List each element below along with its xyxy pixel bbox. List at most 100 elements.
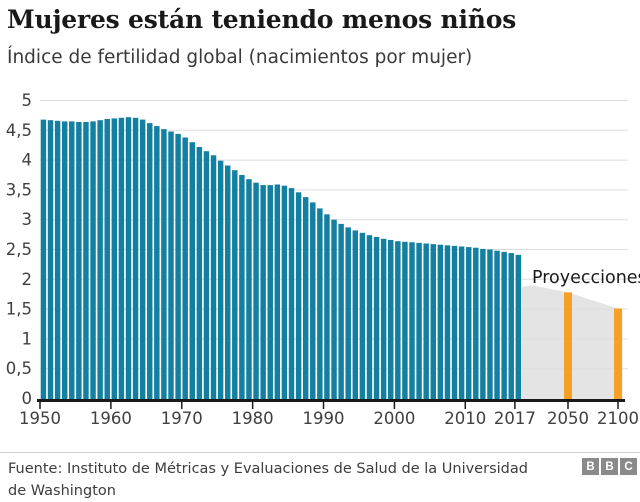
footer-divider — [0, 452, 640, 453]
x-tick-label: 1980 — [232, 409, 274, 428]
y-tick-label: 0,5 — [6, 359, 32, 378]
fertility-bar — [310, 202, 316, 400]
x-tick-label: 1960 — [90, 409, 132, 428]
projection-bar — [564, 292, 572, 400]
y-tick-label: 2 — [22, 270, 33, 289]
fertility-bar — [288, 188, 295, 400]
fertility-bar — [118, 117, 125, 401]
fertility-bar — [253, 182, 259, 400]
fertility-bar — [104, 119, 110, 400]
fertility-bar — [161, 129, 167, 400]
x-tick-label: 1950 — [19, 409, 61, 428]
fertility-bar — [182, 137, 188, 400]
fertility-bar — [203, 151, 210, 400]
fertility-bar — [281, 185, 288, 400]
fertility-bar — [473, 247, 479, 400]
fertility-bar — [501, 251, 507, 400]
fertility-bar — [54, 120, 61, 401]
fertility-bar — [224, 165, 231, 400]
fertility-bar — [409, 242, 415, 400]
fertility-bar — [324, 214, 330, 400]
source-line-2: de Washington — [8, 483, 116, 499]
fertility-bar — [430, 244, 436, 400]
fertility-bar — [423, 243, 429, 400]
projection-bar — [614, 308, 622, 400]
fertility-bar — [47, 120, 54, 400]
fertility-bar — [494, 250, 500, 400]
x-tick-label: 2017 — [494, 409, 536, 428]
fertility-bar — [139, 119, 146, 400]
y-tick-label: 1,5 — [6, 300, 32, 319]
x-tick-label: 2100 — [597, 409, 639, 428]
y-tick-label: 0 — [22, 389, 33, 408]
fertility-bar — [260, 185, 266, 400]
fertility-bar — [154, 126, 160, 400]
fertility-bar — [267, 185, 273, 400]
fertility-bar — [196, 147, 203, 400]
bbc-logo-letter: B — [582, 458, 599, 475]
bbc-logo: B B C — [582, 458, 637, 475]
fertility-bar — [465, 247, 472, 400]
fertility-bar — [444, 245, 451, 400]
fertility-bar — [189, 142, 195, 400]
fertility-bar — [76, 122, 82, 400]
fertility-bar — [395, 241, 401, 400]
fertility-bar — [487, 249, 493, 400]
x-tick-label: 2000 — [373, 409, 415, 428]
fertility-bar — [338, 223, 344, 400]
fertility-bar — [359, 232, 366, 400]
fertility-bar — [515, 254, 522, 400]
x-tick-label: 1990 — [303, 409, 345, 428]
fertility-bar — [111, 118, 118, 401]
x-tick-label: 2010 — [444, 409, 486, 428]
projections-annotation: Proyecciones — [532, 268, 640, 288]
bbc-logo-letter: B — [601, 458, 618, 475]
fertility-bar — [246, 179, 252, 400]
fertility-bar — [437, 244, 444, 400]
fertility-bar — [388, 240, 394, 400]
fertility-bar — [132, 117, 139, 401]
fertility-bar — [61, 121, 68, 401]
fertility-bar — [274, 184, 281, 400]
fertility-bar — [125, 117, 132, 400]
fertility-bar — [168, 131, 174, 400]
y-tick-label: 5 — [22, 91, 33, 110]
x-tick-label: 1970 — [161, 409, 203, 428]
fertility-bar — [217, 160, 224, 400]
fertility-bar — [232, 170, 238, 400]
x-tick-label: 2050 — [547, 409, 589, 428]
fertility-bar — [97, 120, 103, 400]
fertility-bar — [317, 208, 323, 400]
fertility-bar — [402, 241, 408, 400]
fertility-bar — [345, 227, 351, 400]
fertility-bar — [175, 133, 181, 400]
fertility-bar — [69, 121, 75, 401]
fertility-bar — [295, 192, 302, 400]
fertility-bar — [480, 248, 486, 400]
fertility-bar — [83, 122, 89, 400]
fertility-bar — [302, 197, 309, 400]
fertility-bar — [458, 246, 465, 400]
fertility-bar — [239, 175, 245, 400]
fertility-bar — [210, 155, 217, 400]
fertility-bar — [380, 238, 387, 400]
fertility-bar-chart: 1950 1960 1970 1980 1990 2000 2010 2017 2050 2100… — [6, 91, 640, 428]
y-tick-label: 3,5 — [6, 180, 32, 199]
y-tick-label: 3 — [22, 210, 33, 229]
fertility-bar — [416, 242, 422, 400]
fertility-bar — [366, 235, 373, 400]
chart-subtitle: Índice de fertilidad global (nacimientos… — [7, 47, 473, 68]
fertility-bar — [451, 245, 458, 400]
fertility-bar — [508, 253, 514, 400]
y-tick-label: 4 — [22, 151, 33, 170]
source-note: Fuente: Instituto de Métricas y Evaluaci… — [8, 458, 568, 502]
fertility-bar — [352, 230, 359, 400]
fertility-bar — [147, 123, 153, 400]
y-tick-label: 2,5 — [6, 240, 32, 259]
y-tick-label: 4,5 — [6, 121, 32, 140]
fertility-bar — [331, 219, 337, 400]
fertility-bar — [40, 119, 47, 400]
fertility-bar — [90, 121, 96, 401]
fertility-bar — [373, 237, 380, 400]
